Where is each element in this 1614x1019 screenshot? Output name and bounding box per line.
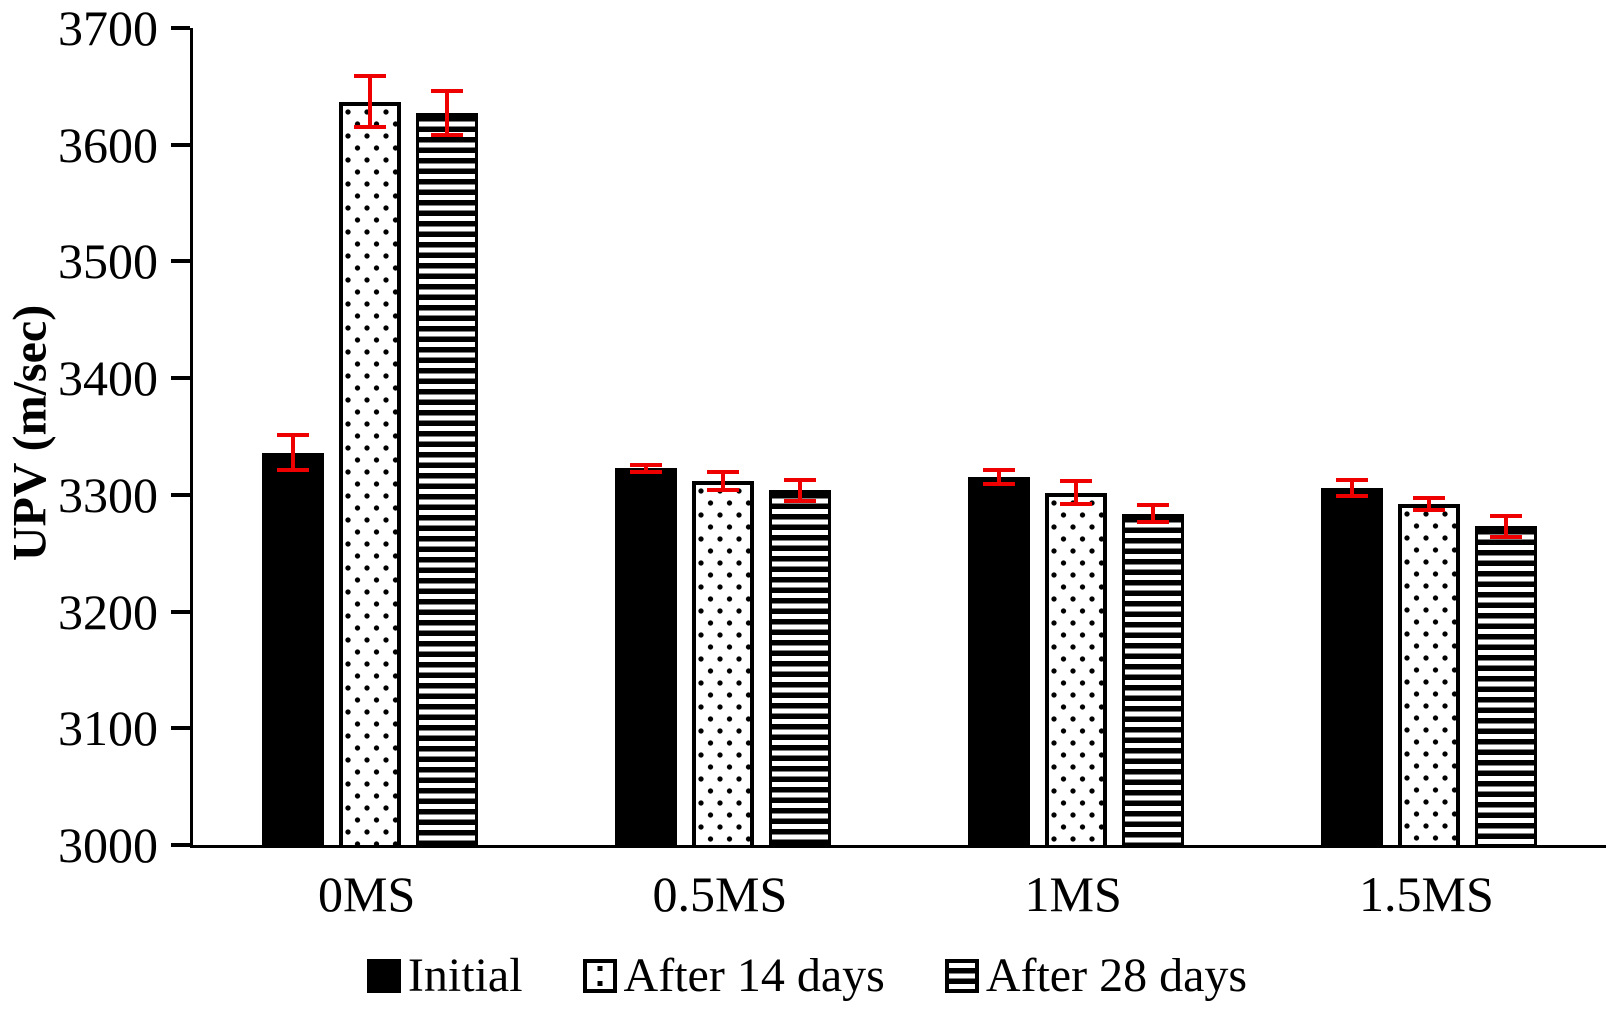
error-bar-line: [1350, 479, 1355, 496]
error-bar-cap-top: [1137, 503, 1170, 508]
y-tick-label-3000: 3000: [58, 817, 158, 873]
legend-swatch-striped-icon: [944, 959, 979, 993]
error-bar-line: [1074, 480, 1079, 505]
legend-swatch-dotted-icon: [582, 959, 617, 993]
x-label-0ms: 0MS: [317, 866, 416, 922]
y-tick-label-3700: 3700: [58, 0, 158, 56]
error-bar-cap-top: [1060, 478, 1093, 483]
error-bar-cap-top: [276, 433, 309, 438]
error-bar-cap-top: [353, 73, 386, 78]
legend-item-after-28-days: After 28 days: [944, 948, 1248, 1004]
y-tick-mark: [171, 376, 190, 381]
x-label-1ms: 1MS: [1024, 866, 1122, 922]
bar-0ms-after-28-days: [415, 113, 478, 845]
bar-1ms-after-28-days: [1122, 513, 1185, 845]
bar-0.5ms-initial: [614, 468, 677, 845]
legend-label-after-28-days: After 28 days: [985, 949, 1248, 1002]
x-label-0.5ms: 0.5MS: [652, 866, 788, 922]
error-bar-cap-bottom: [430, 133, 463, 138]
y-tick-mark: [171, 142, 190, 147]
y-tick-mark: [171, 726, 190, 731]
error-bar-line: [797, 479, 802, 501]
y-tick-mark: [171, 492, 190, 497]
bar-1ms-after-14-days: [1045, 492, 1108, 845]
y-tick-mark: [171, 26, 190, 30]
y-tick-label-3100: 3100: [58, 700, 158, 757]
y-tick-label-3200: 3200: [58, 583, 158, 640]
error-bar-cap-top: [629, 462, 662, 467]
legend-swatch-solid-icon: [366, 959, 401, 993]
error-bar-cap-top: [1413, 496, 1446, 501]
legend-label-after-14-days: After 14 days: [623, 949, 885, 1002]
error-bar-cap-top: [1336, 477, 1369, 482]
error-bar-cap-bottom: [1060, 502, 1093, 507]
x-label-1.5ms: 1.5MS: [1358, 866, 1494, 922]
error-bar-line: [444, 91, 449, 136]
error-bar-line: [1427, 498, 1432, 510]
y-tick-label-3300: 3300: [58, 466, 158, 523]
bar-0ms-initial: [261, 452, 324, 845]
bar-1.5ms-after-14-days: [1398, 504, 1461, 845]
error-bar-line: [997, 470, 1002, 485]
error-bar-cap-top: [430, 89, 463, 94]
legend-item-after-14-days: After 14 days: [582, 948, 885, 1004]
y-tick-label-3400: 3400: [58, 350, 158, 407]
error-bar-cap-top: [983, 468, 1016, 473]
y-tick-label-3500: 3500: [58, 233, 158, 290]
error-bar-cap-bottom: [353, 125, 386, 130]
y-tick-mark: [171, 843, 190, 847]
y-axis-title: UPV (m/sec): [3, 304, 57, 562]
legend-label-initial: Initial: [407, 949, 523, 1002]
error-bar-cap-bottom: [1137, 519, 1170, 524]
error-bar-cap-top: [1490, 513, 1523, 518]
error-bar-line: [367, 75, 372, 128]
error-bar-cap-top: [783, 477, 816, 482]
legend: Initial After 14 days After 28 days: [0, 948, 1614, 1004]
y-tick-label-3600: 3600: [58, 116, 158, 173]
bar-0ms-after-14-days: [338, 101, 401, 845]
error-bar-cap-bottom: [983, 482, 1016, 487]
error-bar-line: [1151, 505, 1156, 522]
error-bar-cap-bottom: [706, 488, 739, 493]
error-bar-line: [290, 435, 295, 471]
error-bar-cap-bottom: [276, 468, 309, 473]
error-bar-cap-bottom: [629, 469, 662, 474]
error-bar-cap-bottom: [783, 498, 816, 503]
error-bar-line: [720, 471, 725, 491]
bar-0.5ms-after-28-days: [768, 490, 831, 845]
error-bar-cap-bottom: [1336, 494, 1369, 499]
bar-1.5ms-initial: [1321, 487, 1384, 845]
error-bar-cap-bottom: [1413, 508, 1446, 513]
bar-1.5ms-after-28-days: [1475, 526, 1538, 845]
error-bar-line: [643, 464, 648, 472]
legend-item-initial: Initial: [366, 948, 523, 1004]
error-bar-line: [1504, 515, 1509, 537]
y-tick-mark: [171, 259, 190, 264]
plot-area: [190, 28, 1606, 848]
bar-0.5ms-after-14-days: [691, 480, 754, 845]
bar-1ms-initial: [968, 477, 1031, 845]
y-tick-mark: [171, 609, 190, 614]
error-bar-cap-bottom: [1490, 534, 1523, 539]
error-bar-cap-top: [706, 469, 739, 474]
